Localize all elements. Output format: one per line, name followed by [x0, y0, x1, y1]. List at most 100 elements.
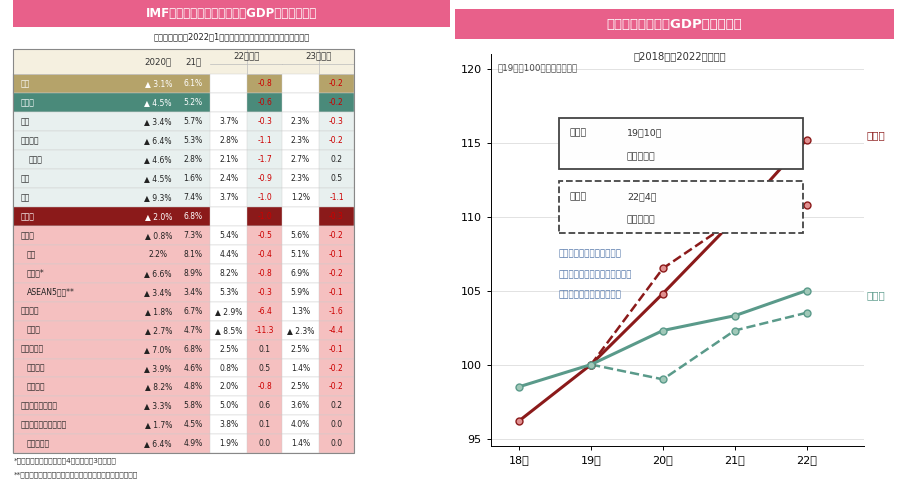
Bar	[282, 169, 319, 188]
Text: 2.3%: 2.3%	[291, 136, 310, 145]
Bar	[211, 245, 248, 264]
Text: 23年予測: 23年予測	[305, 51, 331, 61]
Text: 2020年: 2020年	[145, 57, 172, 66]
Bar	[282, 320, 319, 340]
Text: 時点の予測: 時点の予測	[627, 216, 656, 224]
Text: -0.1: -0.1	[329, 288, 344, 297]
Text: ロシア: ロシア	[27, 326, 40, 335]
Bar	[211, 283, 248, 302]
Bar	[14, 359, 355, 377]
Text: 4.7%: 4.7%	[184, 326, 202, 335]
Bar	[282, 416, 319, 434]
Bar	[211, 112, 248, 131]
Text: ▲ 6.4%: ▲ 6.4%	[145, 136, 172, 145]
Text: -0.3: -0.3	[329, 117, 344, 126]
Bar	[211, 226, 248, 245]
Bar	[14, 112, 355, 131]
Text: 0.0: 0.0	[330, 420, 343, 429]
Text: -1.6: -1.6	[329, 307, 344, 316]
Text: -1.7: -1.7	[257, 155, 272, 164]
Text: サハラ以南のアフリカ: サハラ以南のアフリカ	[20, 420, 67, 429]
Text: ASEAN5ヵ国**: ASEAN5ヵ国**	[27, 288, 75, 297]
Text: 3.7%: 3.7%	[220, 117, 238, 126]
Bar	[211, 377, 248, 396]
Text: 2.5%: 2.5%	[291, 383, 310, 392]
Text: 8.1%: 8.1%	[184, 250, 202, 259]
Text: ▲ 3.3%: ▲ 3.3%	[145, 401, 172, 411]
Text: 新興国では乖離が目立つ。: 新興国では乖離が目立つ。	[559, 291, 622, 299]
Bar	[211, 131, 248, 150]
Bar	[14, 245, 355, 264]
Text: ▲ 8.5%: ▲ 8.5%	[215, 326, 242, 335]
Text: 1.4%: 1.4%	[291, 439, 310, 448]
Bar	[211, 302, 248, 320]
Text: ユーロ圈: ユーロ圈	[20, 136, 39, 145]
Bar	[282, 396, 319, 416]
Text: -1.1: -1.1	[257, 136, 272, 145]
Bar	[282, 188, 319, 207]
Text: ▲ 2.3%: ▲ 2.3%	[287, 326, 314, 335]
Text: ▲ 1.8%: ▲ 1.8%	[145, 307, 172, 316]
Text: 2.5%: 2.5%	[220, 344, 238, 354]
Bar	[14, 226, 355, 245]
Text: -0.3: -0.3	[329, 212, 344, 221]
Bar	[211, 434, 248, 453]
Bar	[282, 340, 319, 359]
Bar	[282, 74, 319, 94]
Bar	[282, 377, 319, 396]
Bar	[211, 264, 248, 283]
Text: 2.5%: 2.5%	[291, 344, 310, 354]
Text: 5.6%: 5.6%	[291, 231, 310, 240]
Text: 5.8%: 5.8%	[184, 401, 202, 411]
Text: 5.7%: 5.7%	[184, 117, 202, 126]
Bar	[282, 245, 319, 264]
Text: ▲ 2.9%: ▲ 2.9%	[215, 307, 242, 316]
Text: ▲ 4.5%: ▲ 4.5%	[145, 98, 172, 107]
Bar	[282, 94, 319, 112]
Text: 1.9%: 1.9%	[220, 439, 238, 448]
Bar	[282, 131, 319, 150]
Text: -0.6: -0.6	[257, 98, 272, 107]
Text: （19年＝100として指数化）: （19年＝100として指数化）	[498, 64, 578, 73]
Text: 破線：: 破線：	[570, 192, 587, 201]
Text: 0.5: 0.5	[258, 364, 271, 372]
Text: 21年: 21年	[185, 57, 202, 66]
Text: -0.2: -0.2	[329, 364, 344, 372]
Text: 4.6%: 4.6%	[184, 364, 202, 372]
Text: 実線：: 実線：	[570, 128, 587, 138]
Text: 2.3%: 2.3%	[291, 174, 310, 183]
Text: 先進国: 先進国	[20, 98, 34, 107]
Text: ブラジル: ブラジル	[27, 364, 45, 372]
Text: 4.8%: 4.8%	[184, 383, 202, 392]
Text: -0.2: -0.2	[329, 136, 344, 145]
Text: 3.3%: 3.3%	[220, 98, 238, 107]
Bar	[14, 94, 355, 112]
Bar	[282, 207, 319, 226]
Bar	[14, 377, 355, 396]
Text: ▲ 4.6%: ▲ 4.6%	[145, 155, 172, 164]
Text: 6.9%: 6.9%	[291, 269, 310, 278]
Bar	[14, 416, 355, 434]
Text: 2.1%: 2.1%	[220, 155, 238, 164]
Text: **インドネシア、マレーシア、フィリピン、タイ、ベトナム: **インドネシア、マレーシア、フィリピン、タイ、ベトナム	[14, 471, 138, 478]
Text: 2.8%: 2.8%	[220, 136, 238, 145]
Text: 0.5: 0.5	[330, 174, 343, 183]
Bar	[211, 94, 248, 112]
Text: 先進国、新興国のGDP規模の推移: 先進国、新興国のGDP規模の推移	[607, 18, 742, 30]
Bar	[211, 150, 248, 169]
Text: 1.6%: 1.6%	[184, 174, 202, 183]
Bar	[282, 283, 319, 302]
Bar	[14, 49, 355, 74]
Bar	[14, 74, 355, 94]
Text: 1.3%: 1.3%	[291, 307, 310, 316]
Text: 19年10月: 19年10月	[627, 128, 662, 138]
Text: ▲ 3.1%: ▲ 3.1%	[145, 79, 172, 89]
Text: 4.5%: 4.5%	[184, 420, 202, 429]
Bar	[14, 320, 355, 340]
Text: -0.2: -0.2	[329, 269, 344, 278]
Text: ▲ 3.4%: ▲ 3.4%	[145, 117, 172, 126]
Text: 3.6%: 3.6%	[291, 401, 310, 411]
Text: ▲ 8.2%: ▲ 8.2%	[145, 383, 172, 392]
Bar	[211, 169, 248, 188]
Text: 南アフリカ: 南アフリカ	[27, 439, 50, 448]
